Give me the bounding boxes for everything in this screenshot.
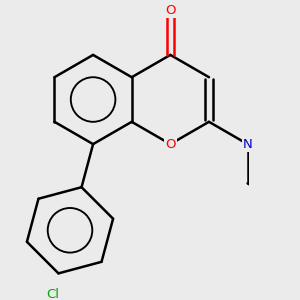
Text: N: N	[243, 138, 253, 151]
Text: O: O	[165, 4, 175, 17]
Text: O: O	[165, 138, 175, 151]
Text: Cl: Cl	[46, 288, 59, 300]
